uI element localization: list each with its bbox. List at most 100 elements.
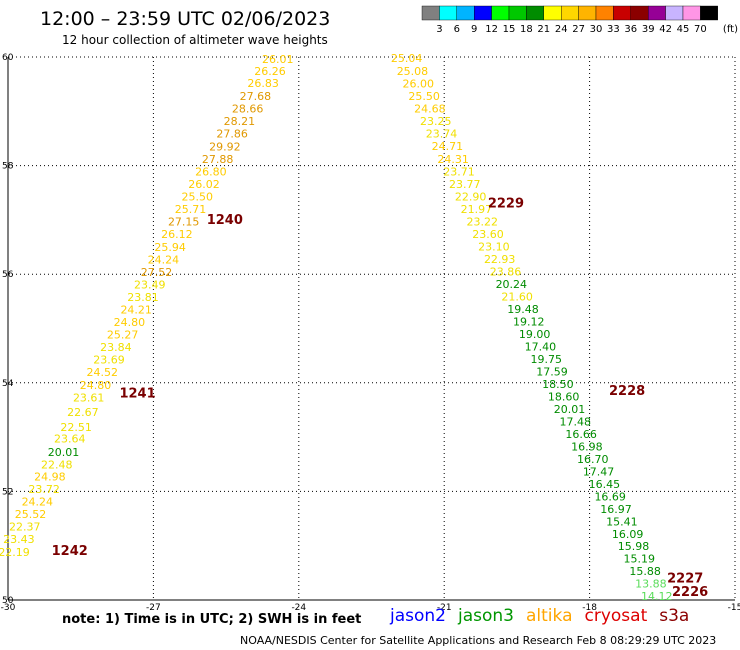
swh-data-label: 15.88: [629, 565, 661, 578]
track-time-label: 1242: [52, 544, 88, 559]
swh-data-label: 15.41: [606, 515, 638, 528]
swh-data-label: 27.88: [202, 153, 234, 166]
legend-entry-s3a: s3a: [659, 606, 690, 626]
swh-data-label: 26.00: [403, 78, 435, 91]
swh-data-label: 26.12: [161, 228, 193, 241]
swh-data-label: 25.52: [15, 508, 46, 521]
swh-data-label: 23.22: [466, 216, 498, 229]
swh-data-label: 22.37: [9, 521, 41, 534]
swh-data-label: 24.80: [80, 379, 112, 392]
y-tick-label: 50: [2, 596, 14, 606]
swh-data-label: 24.71: [432, 140, 464, 153]
swh-data-label: 24.24: [22, 496, 54, 509]
swh-data-label: 21.97: [461, 203, 493, 216]
swh-data-label: 25.71: [175, 203, 207, 216]
x-tick-label: -21: [437, 603, 452, 613]
footer-credit: NOAA/NESDIS Center for Satellite Applica…: [240, 634, 717, 647]
swh-data-label: 27.68: [240, 90, 271, 103]
colorbar-tick-label: 21: [537, 24, 550, 35]
swh-data-label: 22.90: [455, 191, 487, 204]
colorbar-tick-label: 3: [436, 24, 442, 35]
colorbar-tick-label: 24: [555, 24, 568, 35]
swh-data-label: 25.94: [154, 241, 186, 254]
swh-data-label: 23.72: [28, 483, 60, 496]
swh-data-label: 24.24: [148, 254, 180, 267]
colorbar-tick-label: 30: [590, 24, 603, 35]
swh-data-label: 22.51: [60, 421, 92, 434]
swh-data-label: 14.12: [641, 590, 673, 603]
swh-data-label: 25.50: [182, 191, 214, 204]
swh-data-label: 25.08: [397, 65, 429, 78]
swh-data-label: 26.80: [195, 166, 227, 179]
colorbar-tick-label: 12: [485, 24, 498, 35]
y-tick-label: 54: [2, 379, 14, 389]
colorbar-tick-label: 18: [520, 24, 533, 35]
y-tick-label: 52: [2, 487, 13, 497]
colorbar-tick-label: 42: [659, 24, 672, 35]
note-text: note: 1) Time is in UTC; 2) SWH is in fe…: [62, 612, 362, 627]
swh-data-label: 20.01: [554, 403, 586, 416]
swh-data-label: 23.60: [472, 228, 504, 241]
swh-data-label: 23.43: [3, 533, 34, 546]
x-tick-label: -18: [582, 603, 597, 613]
colorbar-tick-label: 70: [694, 24, 707, 35]
swh-data-label: 23.86: [490, 265, 522, 278]
swh-data-label: 20.24: [496, 278, 528, 291]
track-time-label: 2227: [667, 571, 703, 586]
chart-title: 12:00 – 23:59 UTC 02/06/2023: [40, 8, 331, 30]
swh-data-label: 22.19: [0, 546, 30, 559]
satellite-legend: jason2 jason3 altika cryosat s3a: [390, 606, 701, 626]
swh-data-label: 26.01: [262, 53, 294, 66]
swh-data-label: 23.69: [93, 353, 125, 366]
swh-data-label: 16.69: [594, 490, 626, 503]
swh-data-label: 19.48: [507, 303, 539, 316]
track-time-label: 1241: [119, 387, 155, 402]
legend-entry-altika: altika: [526, 606, 573, 626]
chart-subtitle: 12 hour collection of altimeter wave hei…: [62, 33, 328, 47]
colorbar-unit: (ft): [723, 24, 738, 35]
swh-data-label: 22.93: [484, 253, 515, 266]
swh-data-label: 24.21: [120, 303, 151, 316]
swh-data-label: 17.59: [536, 365, 568, 378]
swh-data-label: 21.60: [501, 290, 532, 303]
swh-data-label: 18.60: [548, 390, 580, 403]
swh-data-label: 26.83: [247, 77, 279, 90]
swh-data-label: 28.21: [224, 115, 256, 128]
track-time-label: 2229: [488, 197, 524, 212]
swh-data-label: 19.75: [530, 353, 562, 366]
swh-data-label: 23.77: [449, 178, 481, 191]
swh-data-label: 23.81: [127, 291, 159, 304]
swh-data-label: 17.48: [560, 415, 592, 428]
swh-data-label: 16.45: [589, 478, 621, 491]
swh-data-label: 16.09: [612, 528, 644, 541]
swh-data-label: 17.40: [525, 340, 557, 353]
swh-data-label: 24.98: [34, 471, 65, 484]
track-time-label: 2226: [672, 585, 708, 600]
y-tick-label: 56: [2, 270, 14, 280]
swh-data-label: 22.48: [41, 458, 73, 471]
colorbar-tick-label: 39: [642, 24, 655, 35]
swh-data-label: 22.67: [67, 406, 99, 419]
swh-data-label: 27.15: [168, 216, 200, 229]
x-tick-label: -27: [146, 603, 161, 613]
swh-data-label: 24.68: [414, 103, 446, 116]
swh-data-label: 24.31: [437, 153, 469, 166]
track-time-label: 2228: [609, 384, 645, 399]
track-time-label: 1240: [207, 213, 243, 228]
swh-data-label: 23.64: [54, 433, 86, 446]
swh-data-label: 24.80: [114, 316, 146, 329]
color-scale-bar: 3 6 9 12 15 18 21 24 27 30 33 36 39 42 45 70 (ft): [421, 5, 738, 35]
swh-data-label: 23.74: [426, 128, 458, 141]
swh-data-label: 27.52: [141, 266, 173, 279]
legend-entry-cryosat: cryosat: [584, 606, 648, 626]
swh-data-label: 18.50: [542, 378, 574, 391]
swh-data-label: 26.26: [254, 65, 286, 78]
colorbar-tick-label: 9: [471, 24, 477, 35]
y-tick-label: 58: [2, 162, 14, 172]
swh-data-label: 16.66: [565, 428, 597, 441]
colorbar-tick-label: 27: [572, 24, 585, 35]
colorbar-tick-label: 36: [624, 24, 637, 35]
swh-data-label: 16.70: [577, 453, 609, 466]
swh-data-label: 16.98: [571, 440, 603, 453]
x-tick-label: -24: [291, 603, 306, 613]
